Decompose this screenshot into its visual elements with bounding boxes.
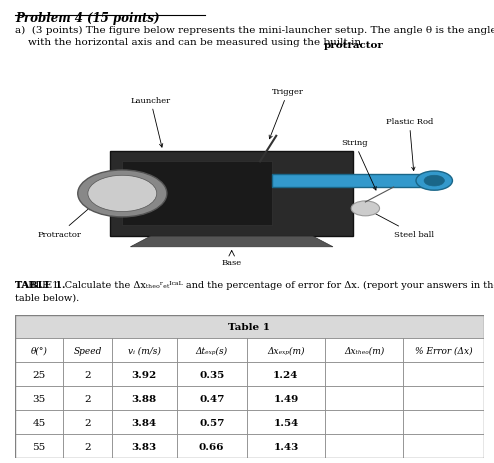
Bar xyxy=(63,339,112,363)
Bar xyxy=(325,387,403,411)
Bar xyxy=(325,339,403,363)
Bar xyxy=(325,363,403,387)
Text: 3.88: 3.88 xyxy=(132,394,157,403)
Text: Δtₑₓₚ(s): Δtₑₓₚ(s) xyxy=(196,346,228,355)
Text: vᵢ (m/s): vᵢ (m/s) xyxy=(128,346,161,355)
Text: 0.35: 0.35 xyxy=(199,370,224,379)
Bar xyxy=(177,363,247,387)
Text: Trigger: Trigger xyxy=(269,88,304,139)
Circle shape xyxy=(416,172,453,191)
Bar xyxy=(247,411,325,434)
Bar xyxy=(247,339,325,363)
Bar xyxy=(63,387,112,411)
Bar xyxy=(15,387,63,411)
Bar xyxy=(403,411,484,434)
Bar xyxy=(15,339,63,363)
Bar xyxy=(403,387,484,411)
Bar xyxy=(247,387,325,411)
Bar xyxy=(403,363,484,387)
Text: 1.49: 1.49 xyxy=(273,394,298,403)
Circle shape xyxy=(88,176,157,212)
Circle shape xyxy=(78,170,167,218)
Text: 1.43: 1.43 xyxy=(273,442,298,451)
Bar xyxy=(177,434,247,458)
Text: 55: 55 xyxy=(33,442,46,451)
Text: protractor: protractor xyxy=(324,41,383,50)
Polygon shape xyxy=(123,162,272,226)
Text: 2: 2 xyxy=(84,394,91,403)
Text: 0.57: 0.57 xyxy=(199,418,224,427)
Bar xyxy=(63,363,112,387)
Bar xyxy=(15,411,63,434)
Text: Launcher: Launcher xyxy=(130,96,170,148)
Text: 3.83: 3.83 xyxy=(132,442,157,451)
Text: 35: 35 xyxy=(33,394,46,403)
Bar xyxy=(112,339,177,363)
Text: 1.54: 1.54 xyxy=(273,418,298,427)
Text: θ(°): θ(°) xyxy=(31,346,47,355)
Text: a)  (3 points) The figure below represents the mini-launcher setup. The angle θ : a) (3 points) The figure below represent… xyxy=(15,25,494,47)
Bar xyxy=(272,175,434,188)
Bar xyxy=(112,387,177,411)
Text: Δxₜₕₑₒ(m): Δxₜₕₑₒ(m) xyxy=(344,346,384,355)
Bar xyxy=(403,339,484,363)
Bar xyxy=(325,434,403,458)
Text: Speed: Speed xyxy=(74,346,102,355)
Bar xyxy=(325,411,403,434)
Text: 25: 25 xyxy=(33,370,46,379)
Bar xyxy=(112,363,177,387)
Bar xyxy=(112,434,177,458)
Bar xyxy=(63,411,112,434)
Text: Protractor: Protractor xyxy=(37,207,91,238)
Text: Base: Base xyxy=(222,258,242,266)
Bar xyxy=(15,315,484,339)
Text: 3.92: 3.92 xyxy=(132,370,157,379)
Text: 2: 2 xyxy=(84,418,91,427)
Text: Problem 4 (15 points): Problem 4 (15 points) xyxy=(15,12,160,25)
Text: 2: 2 xyxy=(84,442,91,451)
Text: Δxₑₓₚ(m): Δxₑₓₚ(m) xyxy=(267,346,305,355)
Text: Table 1: Table 1 xyxy=(228,322,271,332)
Text: 0.47: 0.47 xyxy=(199,394,224,403)
Text: % Error (Δx): % Error (Δx) xyxy=(415,346,472,355)
Text: Steel ball: Steel ball xyxy=(369,211,434,238)
Bar xyxy=(247,363,325,387)
Bar xyxy=(177,339,247,363)
Bar xyxy=(247,434,325,458)
Text: TABLE 1.: TABLE 1. xyxy=(15,280,65,289)
Text: 3.84: 3.84 xyxy=(132,418,157,427)
Text: Plastic Rod: Plastic Rod xyxy=(386,118,433,171)
Polygon shape xyxy=(110,151,353,237)
Circle shape xyxy=(424,176,445,187)
Bar xyxy=(63,434,112,458)
Bar xyxy=(177,387,247,411)
Text: 0.66: 0.66 xyxy=(199,442,224,451)
Text: .: . xyxy=(377,41,381,50)
Bar xyxy=(15,434,63,458)
Text: 2: 2 xyxy=(84,370,91,379)
Bar xyxy=(403,434,484,458)
Text: 1.24: 1.24 xyxy=(273,370,298,379)
Bar xyxy=(177,411,247,434)
Text: 45: 45 xyxy=(33,418,46,427)
Text: TABLE 1. Calculate the Δxₜₕₑₒʳₑₜᴵᶜᵃᴸ and the percentage of error for Δx. (report: TABLE 1. Calculate the Δxₜₕₑₒʳₑₜᴵᶜᵃᴸ and… xyxy=(15,280,494,302)
Text: String: String xyxy=(341,139,376,191)
Circle shape xyxy=(351,201,379,216)
Bar xyxy=(112,411,177,434)
Polygon shape xyxy=(130,237,333,247)
Bar xyxy=(15,363,63,387)
